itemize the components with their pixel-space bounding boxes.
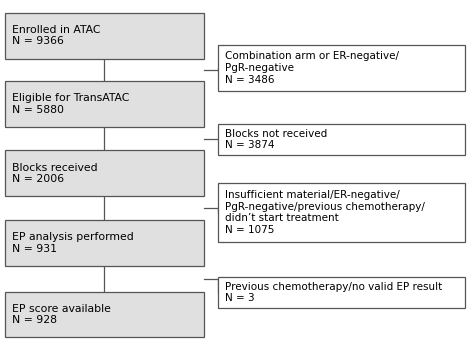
Text: Insufficient material/ER-negative/
PgR-negative/previous chemotherapy/
didn’t st: Insufficient material/ER-negative/ PgR-n… — [225, 190, 425, 235]
Bar — [5, 291, 204, 337]
Text: Blocks not received
N = 3874: Blocks not received N = 3874 — [225, 129, 328, 150]
Bar — [218, 45, 465, 91]
Text: Combination arm or ER-negative/
PgR-negative
N = 3486: Combination arm or ER-negative/ PgR-nega… — [225, 51, 399, 85]
Bar — [5, 220, 204, 266]
Bar — [218, 124, 465, 155]
Bar — [5, 81, 204, 127]
Bar — [5, 13, 204, 58]
Bar — [218, 183, 465, 242]
Text: Eligible for TransATAC
N = 5880: Eligible for TransATAC N = 5880 — [12, 93, 129, 115]
Bar — [218, 277, 465, 308]
Text: Blocks received
N = 2006: Blocks received N = 2006 — [12, 163, 98, 184]
Bar — [5, 150, 204, 197]
Text: Previous chemotherapy/no valid EP result
N = 3: Previous chemotherapy/no valid EP result… — [225, 282, 442, 303]
Text: EP score available
N = 928: EP score available N = 928 — [12, 304, 111, 325]
Text: Enrolled in ATAC
N = 9366: Enrolled in ATAC N = 9366 — [12, 25, 100, 47]
Text: EP analysis performed
N = 931: EP analysis performed N = 931 — [12, 232, 134, 254]
